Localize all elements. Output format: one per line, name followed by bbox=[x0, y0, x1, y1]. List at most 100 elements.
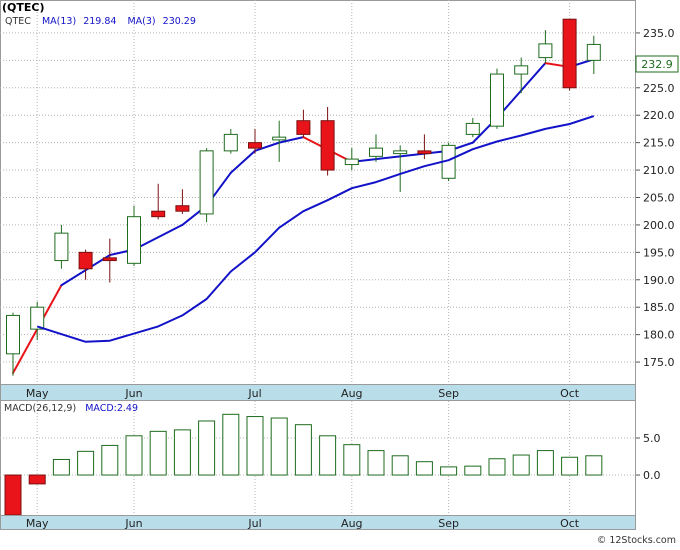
candle-body bbox=[538, 43, 553, 59]
macd-bar bbox=[488, 458, 506, 476]
candle bbox=[272, 120, 287, 162]
price-y-tick-label: 210.0 bbox=[643, 164, 675, 177]
macd-y-axis: 0.0 5.0 bbox=[636, 432, 661, 482]
price-panel bbox=[0, 0, 636, 385]
macd-bar bbox=[294, 424, 312, 476]
price-x-label: Aug bbox=[341, 387, 362, 400]
macd-bar bbox=[440, 466, 458, 476]
candle-body bbox=[320, 120, 335, 171]
macd-bar bbox=[464, 465, 482, 476]
candle-body bbox=[223, 133, 238, 152]
price-y-tick-label: 190.0 bbox=[643, 274, 675, 287]
ma3-line-segment bbox=[229, 149, 256, 174]
price-x-label: Jul bbox=[247, 387, 261, 400]
legend-symbol: QTEC bbox=[5, 16, 31, 27]
candle-body bbox=[514, 65, 529, 75]
candle-body bbox=[393, 150, 408, 155]
macd-x-label: Jun bbox=[124, 517, 142, 530]
macd-bar bbox=[343, 444, 361, 476]
candle-body bbox=[369, 147, 383, 157]
candle bbox=[248, 128, 262, 154]
macd-bar bbox=[52, 458, 70, 476]
macd-bar bbox=[222, 413, 240, 476]
legend-ma3-value: 230.29 bbox=[163, 16, 196, 27]
price-grid bbox=[0, 0, 636, 384]
macd-x-label: Jul bbox=[247, 517, 261, 530]
candle bbox=[369, 134, 383, 162]
candle bbox=[151, 183, 166, 220]
candle bbox=[175, 189, 190, 214]
candle-body bbox=[54, 232, 69, 262]
price-y-tick-label: 195.0 bbox=[643, 246, 675, 259]
macd-bar bbox=[246, 416, 264, 476]
ma13-line bbox=[36, 115, 595, 343]
ma3-line-segment bbox=[133, 223, 184, 251]
candle bbox=[393, 145, 408, 192]
macd-bar bbox=[415, 461, 433, 476]
ma3-line-segment bbox=[254, 141, 281, 152]
macd-y-tick-label: 5.0 bbox=[643, 432, 661, 445]
macd-bars-layer bbox=[4, 413, 603, 516]
candle-body bbox=[586, 43, 601, 61]
candle-body bbox=[127, 216, 141, 264]
candle-body bbox=[465, 122, 480, 135]
candle bbox=[6, 312, 20, 376]
macd-x-label: Aug bbox=[341, 517, 362, 530]
current-price-badge bbox=[635, 55, 679, 73]
price-y-tick-label: 235.0 bbox=[643, 27, 675, 40]
macd-x-label: Sep bbox=[438, 517, 459, 530]
legend: QTEC MA(13) 219.84 MA(3) 230.29 bbox=[5, 16, 196, 27]
candle-body bbox=[78, 251, 93, 270]
macd-bar bbox=[585, 455, 603, 476]
price-y-tick-label: 185.0 bbox=[643, 301, 675, 314]
macd-bar bbox=[4, 474, 22, 516]
candle bbox=[296, 109, 311, 138]
macd-bar bbox=[173, 429, 191, 476]
candle bbox=[344, 148, 359, 171]
candle bbox=[490, 68, 504, 129]
ma3-line-segment bbox=[520, 62, 547, 92]
candle bbox=[102, 238, 117, 283]
legend-ma3-label: MA(3) bbox=[127, 16, 155, 27]
candle bbox=[562, 18, 577, 91]
candle bbox=[586, 35, 601, 75]
macd-bar bbox=[28, 474, 46, 485]
macd-x-axis-strip bbox=[0, 515, 636, 530]
candle-body bbox=[272, 136, 287, 141]
price-y-tick-label: 220.0 bbox=[643, 109, 675, 122]
price-y-axis: 175.0 180.0 185.0 190.0 195.0 200.0 205.0 210.0… bbox=[636, 27, 675, 369]
candle bbox=[78, 249, 93, 280]
price-x-label: Jun bbox=[124, 387, 142, 400]
macd-legend: MACD(26,12,9) MACD:2.49 bbox=[4, 403, 138, 414]
macd-bar bbox=[512, 454, 530, 476]
price-y-tick-label: 205.0 bbox=[643, 191, 675, 204]
price-x-axis-labels: May Jun Jul Aug Sep Oct bbox=[26, 387, 580, 400]
candle bbox=[223, 128, 238, 154]
candle-body bbox=[344, 158, 359, 166]
candle-body bbox=[562, 18, 577, 89]
price-x-axis-strip bbox=[0, 384, 636, 401]
candle bbox=[465, 117, 480, 138]
legend-ma13-value: 219.84 bbox=[83, 16, 116, 27]
candle bbox=[538, 30, 553, 64]
candle-body bbox=[199, 150, 214, 215]
macd-bar bbox=[101, 444, 119, 476]
candle bbox=[30, 301, 45, 341]
legend-ma13-label: MA(13) bbox=[42, 16, 76, 27]
macd-bar bbox=[536, 450, 554, 476]
candles-layer bbox=[6, 18, 601, 376]
price-y-tick-label: 225.0 bbox=[643, 82, 675, 95]
candle-body bbox=[296, 120, 311, 135]
price-y-tick-label: 180.0 bbox=[643, 329, 675, 342]
macd-bar bbox=[391, 455, 409, 476]
macd-y-tick-label: 0.0 bbox=[643, 469, 661, 482]
ma13-line-layer bbox=[36, 115, 595, 343]
price-x-label: May bbox=[26, 387, 49, 400]
macd-x-axis-labels: May Jun Jul Aug Sep Oct bbox=[26, 517, 580, 530]
candle-body bbox=[30, 306, 45, 330]
macd-x-label: May bbox=[26, 517, 49, 530]
candle bbox=[417, 134, 432, 160]
price-y-tick-label: 200.0 bbox=[643, 219, 675, 232]
candle bbox=[199, 148, 214, 223]
